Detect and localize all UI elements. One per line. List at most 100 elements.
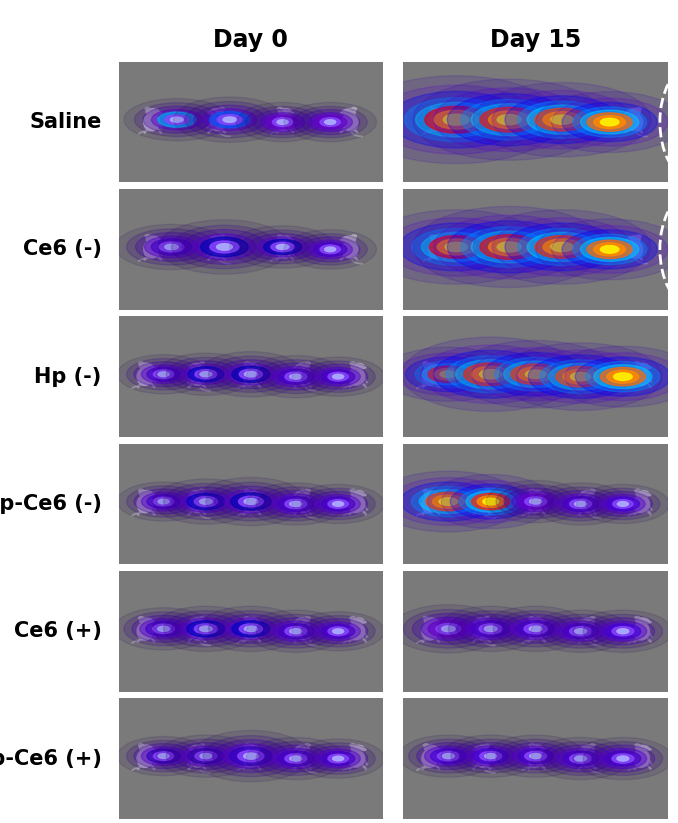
Ellipse shape — [292, 739, 384, 779]
Ellipse shape — [525, 497, 546, 506]
Text: Day 0: Day 0 — [214, 28, 288, 52]
Ellipse shape — [188, 621, 193, 623]
Ellipse shape — [461, 100, 557, 140]
Ellipse shape — [517, 621, 555, 637]
Ellipse shape — [190, 622, 206, 640]
Ellipse shape — [313, 242, 347, 257]
Text: Hp (-): Hp (-) — [35, 367, 102, 387]
Ellipse shape — [218, 114, 242, 124]
Ellipse shape — [348, 750, 365, 767]
Ellipse shape — [431, 109, 444, 115]
Ellipse shape — [557, 494, 604, 514]
Ellipse shape — [562, 107, 567, 110]
Ellipse shape — [579, 494, 584, 495]
Ellipse shape — [223, 117, 237, 123]
Ellipse shape — [342, 240, 358, 258]
Ellipse shape — [446, 356, 535, 393]
Ellipse shape — [636, 746, 649, 751]
Ellipse shape — [575, 629, 586, 634]
Ellipse shape — [342, 109, 355, 115]
Ellipse shape — [145, 107, 151, 110]
Ellipse shape — [172, 226, 277, 268]
Ellipse shape — [431, 236, 444, 243]
Ellipse shape — [142, 746, 186, 765]
Ellipse shape — [361, 494, 366, 495]
Ellipse shape — [529, 616, 534, 620]
Ellipse shape — [191, 491, 203, 497]
Ellipse shape — [180, 618, 231, 639]
Ellipse shape — [423, 616, 428, 620]
Ellipse shape — [580, 110, 639, 134]
Ellipse shape — [591, 745, 654, 772]
Ellipse shape — [285, 626, 306, 636]
Ellipse shape — [530, 618, 543, 625]
Ellipse shape — [351, 364, 364, 370]
Ellipse shape — [435, 494, 439, 495]
Ellipse shape — [390, 477, 506, 525]
Ellipse shape — [590, 362, 595, 365]
Ellipse shape — [165, 244, 178, 249]
Ellipse shape — [244, 489, 250, 492]
Ellipse shape — [256, 621, 260, 623]
Ellipse shape — [530, 491, 543, 497]
Ellipse shape — [475, 364, 488, 370]
Ellipse shape — [518, 367, 553, 382]
Ellipse shape — [320, 245, 340, 253]
Ellipse shape — [150, 621, 155, 623]
Ellipse shape — [340, 239, 346, 241]
Ellipse shape — [195, 624, 218, 634]
Ellipse shape — [190, 495, 206, 513]
Ellipse shape — [244, 744, 250, 746]
Ellipse shape — [351, 618, 364, 625]
Ellipse shape — [231, 493, 271, 510]
Ellipse shape — [445, 242, 467, 252]
Ellipse shape — [244, 362, 250, 365]
Text: Saline: Saline — [29, 112, 102, 132]
Ellipse shape — [174, 97, 286, 142]
Ellipse shape — [495, 236, 508, 243]
Ellipse shape — [495, 357, 576, 391]
Ellipse shape — [454, 341, 617, 408]
Ellipse shape — [140, 491, 153, 497]
Ellipse shape — [443, 114, 469, 125]
Ellipse shape — [422, 364, 475, 385]
Ellipse shape — [239, 370, 262, 379]
Ellipse shape — [158, 220, 290, 274]
Ellipse shape — [428, 114, 445, 131]
Ellipse shape — [272, 366, 319, 387]
Ellipse shape — [594, 365, 652, 388]
Ellipse shape — [290, 629, 302, 634]
Ellipse shape — [115, 225, 228, 270]
Ellipse shape — [441, 481, 540, 523]
Ellipse shape — [198, 607, 304, 652]
Ellipse shape — [399, 735, 498, 777]
Ellipse shape — [636, 491, 649, 497]
Ellipse shape — [313, 115, 347, 129]
Ellipse shape — [530, 754, 542, 759]
Ellipse shape — [475, 368, 491, 385]
Text: Ce6 (+): Ce6 (+) — [14, 621, 102, 641]
Ellipse shape — [422, 750, 438, 767]
Ellipse shape — [473, 210, 651, 284]
Ellipse shape — [243, 495, 259, 513]
Ellipse shape — [300, 237, 360, 262]
Ellipse shape — [153, 751, 174, 760]
Ellipse shape — [301, 361, 375, 393]
Ellipse shape — [351, 491, 364, 497]
Ellipse shape — [504, 361, 567, 388]
Ellipse shape — [264, 491, 327, 518]
Ellipse shape — [158, 372, 169, 377]
Ellipse shape — [447, 221, 571, 273]
Ellipse shape — [142, 365, 186, 384]
Ellipse shape — [472, 347, 599, 401]
Ellipse shape — [277, 235, 283, 238]
Ellipse shape — [127, 486, 201, 517]
Ellipse shape — [433, 495, 464, 508]
Ellipse shape — [441, 239, 446, 241]
Ellipse shape — [502, 614, 570, 644]
Ellipse shape — [512, 746, 559, 766]
Ellipse shape — [256, 487, 336, 521]
Ellipse shape — [245, 746, 258, 751]
Ellipse shape — [308, 240, 353, 258]
Ellipse shape — [256, 366, 260, 369]
